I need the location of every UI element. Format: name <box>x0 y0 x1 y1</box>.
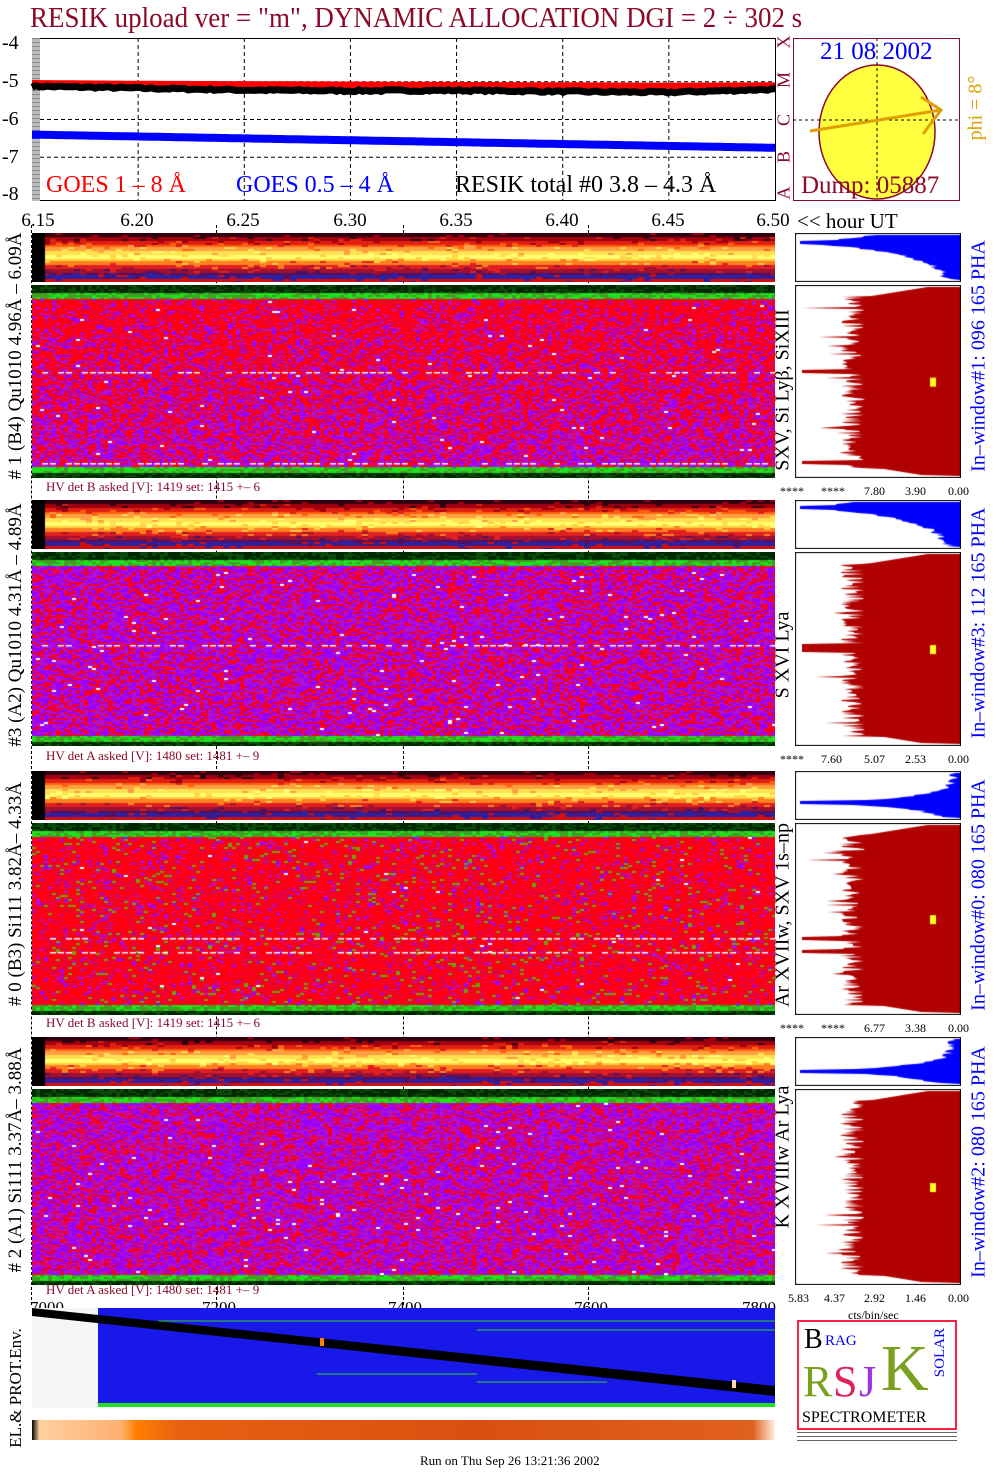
x-tick-label: 6.30 <box>333 210 367 231</box>
pha-tick-label: 5.83 <box>788 1291 809 1305</box>
y-tick-label: -8 <box>2 183 19 205</box>
pha-tick-label: **** <box>780 752 804 766</box>
pha-red-histogram <box>795 285 961 478</box>
channel-label: # 2 (A1) Si111 3.37Å– 3.88Å <box>5 1047 26 1273</box>
pha-tick-label: 2.53 <box>905 752 926 766</box>
pha-tick-label: 4.37 <box>824 1291 845 1305</box>
lightcurve-strip <box>32 500 775 549</box>
lightcurve-strip <box>32 1037 775 1086</box>
pha-tick-label: 6.77 <box>864 1021 885 1035</box>
y-tick-label: -4 <box>2 32 19 54</box>
logo-subtitle: SPECTROMETER <box>802 1409 927 1426</box>
pha-tick-label: 7.80 <box>864 484 885 498</box>
pha-blue-histogram <box>795 1037 961 1086</box>
pha-tick-label: **** <box>780 484 804 498</box>
goes-lightcurve-chart <box>30 38 776 200</box>
sun-disk-icon <box>793 38 960 201</box>
pha-tick-label: 3.38 <box>905 1021 926 1035</box>
pha-tick-label: **** <box>821 1021 845 1035</box>
x-tick-label: 6.35 <box>439 210 473 231</box>
x-tick-label: 6.50 <box>756 210 790 231</box>
grid-line <box>216 225 217 1305</box>
channel-label: # 1 (B4) Qu1010 4.96Å – 6.09Å <box>5 232 26 480</box>
x-tick-label: 6.25 <box>226 210 260 231</box>
page-title: RESIK upload ver = "m", DYNAMIC ALLOCATI… <box>30 2 803 34</box>
resik-logo: B RAG R S J K SOLAR SPECTROMETER <box>797 1320 957 1430</box>
pha-window-label: In–window#0: 080 165 PHA <box>967 779 990 1011</box>
pha-window-label: In–window#2: 080 165 PHA <box>967 1046 990 1278</box>
grid-line <box>588 225 589 1305</box>
pha-red-histogram <box>795 823 961 1015</box>
pha-unit-label: cts/bin/sec <box>848 1308 899 1322</box>
particle-environment-panel <box>32 1308 775 1440</box>
pha-tick-label: 0.00 <box>948 752 969 766</box>
time-axis-label: << hour UT <box>797 209 898 233</box>
hv-status: HV det B asked [V]: 1419 set: 1415 +– 6 <box>46 1015 260 1030</box>
pha-tick-label: **** <box>780 1021 804 1035</box>
grid-line <box>31 225 32 1305</box>
x-tick-label: 6.40 <box>545 210 579 231</box>
x-tick-label: 6.15 <box>21 210 55 231</box>
legend-goes-long: GOES 1 – 8 Å <box>46 172 187 198</box>
logo-fineprint <box>797 1432 957 1444</box>
pha-tick-label: 3.90 <box>905 484 926 498</box>
y-tick-label: -7 <box>2 146 19 168</box>
legend-resik: RESIK total #0 3.8 – 4.3 Å <box>455 172 717 198</box>
hv-status: HV det A asked [V]: 1480 set: 1481 +– 9 <box>46 1282 260 1297</box>
spectrogram-heatmap <box>32 1089 775 1285</box>
pha-window-label: In–window#3: 112 165 PHA <box>967 507 990 739</box>
pha-blue-histogram <box>795 771 961 820</box>
pha-tick-label: **** <box>821 484 845 498</box>
pha-tick-label: 0.00 <box>948 1291 969 1305</box>
lightcurve-strip <box>32 233 775 282</box>
lightcurve-strip <box>32 771 775 820</box>
pha-blue-histogram <box>795 500 961 549</box>
pha-red-histogram <box>795 1089 961 1285</box>
spectrogram-heatmap <box>32 823 775 1015</box>
pha-blue-histogram <box>795 233 961 282</box>
y-tick-strip <box>32 38 40 201</box>
x-tick-label: 6.20 <box>120 210 154 231</box>
env-panel-label: EL.& PROT.Env. <box>6 1328 25 1448</box>
spectrogram-heatmap <box>32 552 775 746</box>
legend-goes-short: GOES 0.5 – 4 Å <box>236 172 395 198</box>
pha-tick-label: 5.07 <box>864 752 885 766</box>
class-letter: C <box>773 113 794 127</box>
spectrogram-heatmap <box>32 285 775 478</box>
phi-angle: phi = 8° <box>964 75 987 141</box>
pha-tick-label: 0.00 <box>948 484 969 498</box>
observation-date: 21 08 2002 <box>820 38 933 65</box>
pha-red-histogram <box>795 552 961 746</box>
series-line-0 <box>32 80 775 91</box>
hv-status: HV det B asked [V]: 1419 set: 1415 +– 6 <box>46 479 260 494</box>
pha-tick-label: 1.46 <box>905 1291 926 1305</box>
y-tick-label: -6 <box>2 108 19 130</box>
class-letter: X <box>773 35 794 49</box>
pha-tick-label: 7.60 <box>821 752 842 766</box>
series-line-2 <box>30 81 776 97</box>
grid-line <box>403 225 404 1305</box>
pha-tick-label: 0.00 <box>948 1021 969 1035</box>
run-timestamp: Run on Thu Sep 26 13:21:36 2002 <box>420 1453 600 1468</box>
channel-label: # 0 (B3) Si111 3.82Å– 4.33Å <box>5 782 26 1006</box>
pha-window-label: In–window#1: 096 165 PHA <box>967 240 990 472</box>
class-letter: A <box>773 186 794 200</box>
hv-status: HV det A asked [V]: 1480 set: 1481 +– 9 <box>46 748 260 763</box>
class-letter: M <box>773 71 794 89</box>
dump-number: Dump: 05887 <box>801 172 940 199</box>
y-tick-label: -5 <box>2 70 19 92</box>
pha-tick-label: 2.92 <box>864 1291 885 1305</box>
x-tick-label: 6.45 <box>651 210 685 231</box>
channel-label: #3 (A2) Qu1010 4.31Å – 4.89Å <box>5 503 26 747</box>
class-letter: B <box>773 150 794 164</box>
series-line-1 <box>31 130 776 152</box>
